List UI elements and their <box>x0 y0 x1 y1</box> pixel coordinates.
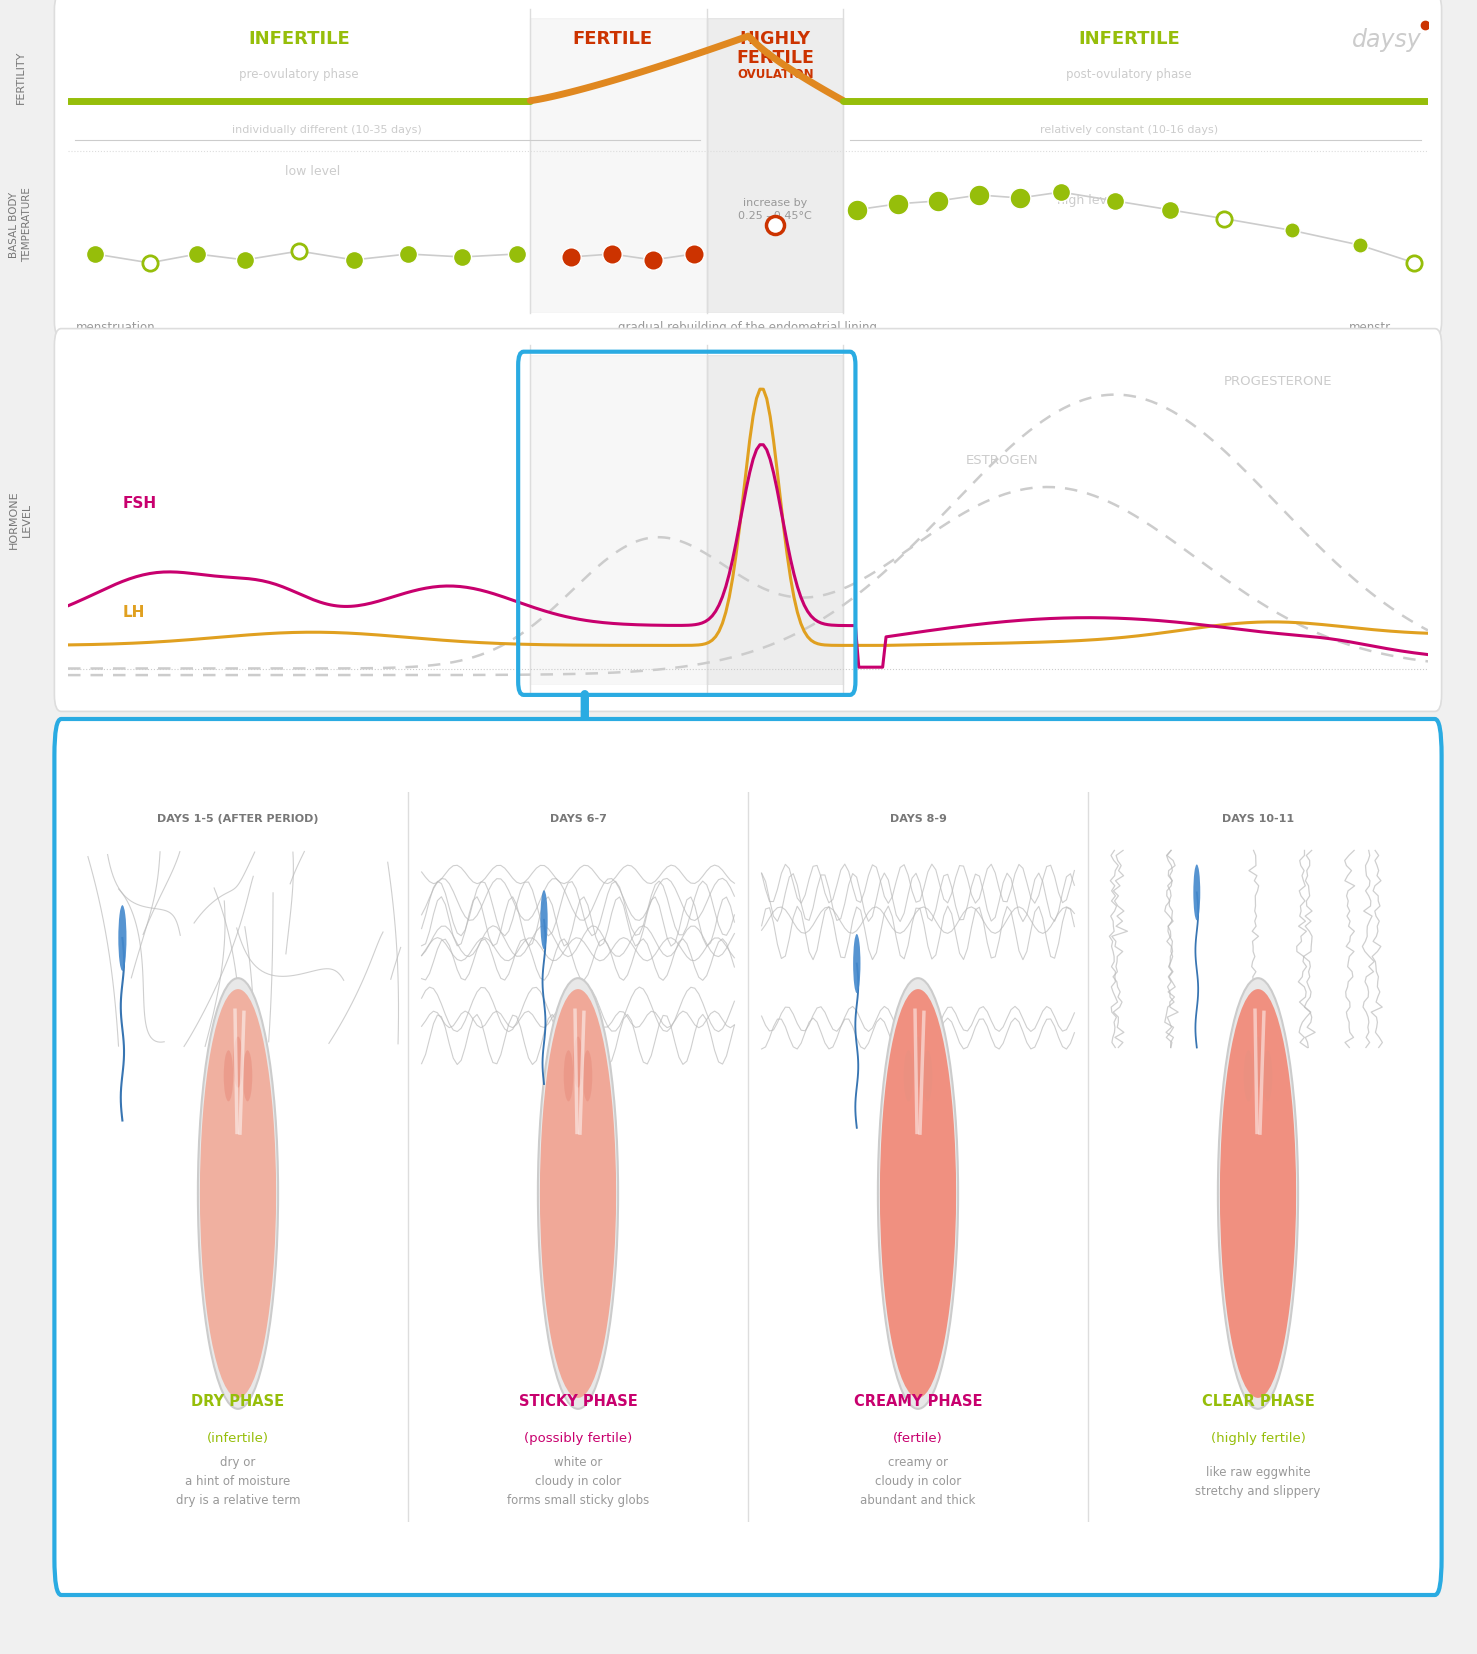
Circle shape <box>583 1050 592 1102</box>
Bar <box>707 356 843 685</box>
Text: (highly fertile): (highly fertile) <box>1211 1432 1306 1444</box>
Text: dry or
a hint of moisture
dry is a relative term: dry or a hint of moisture dry is a relat… <box>176 1457 300 1507</box>
FancyBboxPatch shape <box>55 329 1442 711</box>
Text: STICKY PHASE: STICKY PHASE <box>518 1394 638 1409</box>
Text: daysy: daysy <box>1351 28 1421 53</box>
Text: pre-ovulatory phase: pre-ovulatory phase <box>239 68 359 81</box>
Circle shape <box>198 978 278 1409</box>
Text: white or
cloudy in color
forms small sticky globs: white or cloudy in color forms small sti… <box>507 1457 648 1507</box>
Bar <box>530 356 707 685</box>
Text: post-ovulatory phase: post-ovulatory phase <box>1066 68 1192 81</box>
Text: menstr.: menstr. <box>1350 321 1394 334</box>
Text: FERTILE: FERTILE <box>572 30 651 48</box>
Circle shape <box>1254 1037 1263 1088</box>
Circle shape <box>242 1050 253 1102</box>
Text: (infertile): (infertile) <box>207 1432 269 1444</box>
Ellipse shape <box>541 890 548 949</box>
FancyBboxPatch shape <box>55 0 1442 337</box>
Text: individually different (10-35 days): individually different (10-35 days) <box>232 126 421 136</box>
Text: DAYS 1-5 (AFTER PERIOD): DAYS 1-5 (AFTER PERIOD) <box>157 814 319 824</box>
Text: INFERTILE: INFERTILE <box>248 30 350 48</box>
Text: FERTILITY: FERTILITY <box>15 50 25 104</box>
Text: gradual rebuilding of the endometrial lining: gradual rebuilding of the endometrial li… <box>619 321 877 334</box>
FancyBboxPatch shape <box>55 719 1442 1594</box>
Text: low level: low level <box>285 165 340 179</box>
Ellipse shape <box>1193 865 1201 920</box>
Text: LH: LH <box>123 605 145 620</box>
Circle shape <box>538 978 617 1409</box>
Text: OVULATION: OVULATION <box>737 68 814 81</box>
Circle shape <box>923 1050 932 1102</box>
Text: relatively constant (10-16 days): relatively constant (10-16 days) <box>1040 126 1219 136</box>
Circle shape <box>880 989 956 1398</box>
Text: HIGHLY: HIGHLY <box>740 30 811 48</box>
Circle shape <box>233 1037 242 1088</box>
Text: increase by
0.25 - 0.45°C: increase by 0.25 - 0.45°C <box>738 198 812 222</box>
Circle shape <box>1244 1050 1254 1102</box>
Circle shape <box>1220 989 1297 1398</box>
Text: ESTROGEN: ESTROGEN <box>966 455 1038 466</box>
Text: FSH: FSH <box>123 496 157 511</box>
Text: DRY PHASE: DRY PHASE <box>192 1394 285 1409</box>
Text: BASAL BODY
TEMPERATURE: BASAL BODY TEMPERATURE <box>9 187 32 261</box>
Circle shape <box>541 989 616 1398</box>
Text: DAYS 8-9: DAYS 8-9 <box>889 814 947 824</box>
Circle shape <box>573 1037 583 1088</box>
Circle shape <box>913 1037 923 1088</box>
Text: DAYS 10-11: DAYS 10-11 <box>1221 814 1294 824</box>
Circle shape <box>1219 978 1298 1409</box>
Text: DAYS 6-7: DAYS 6-7 <box>549 814 607 824</box>
Text: HORMONE
LEVEL: HORMONE LEVEL <box>9 491 32 549</box>
Text: FERTILE: FERTILE <box>736 50 814 66</box>
Circle shape <box>904 1050 913 1102</box>
Ellipse shape <box>118 905 127 971</box>
Circle shape <box>223 1050 233 1102</box>
Ellipse shape <box>854 935 861 992</box>
Text: CLEAR PHASE: CLEAR PHASE <box>1202 1394 1315 1409</box>
Circle shape <box>199 989 276 1398</box>
Bar <box>707 18 843 313</box>
Text: high level: high level <box>1058 195 1118 207</box>
Bar <box>530 18 707 313</box>
Text: creamy or
cloudy in color
abundant and thick: creamy or cloudy in color abundant and t… <box>860 1457 976 1507</box>
Text: menstruation: menstruation <box>75 321 155 334</box>
Text: INFERTILE: INFERTILE <box>1078 30 1180 48</box>
Circle shape <box>564 1050 573 1102</box>
Circle shape <box>877 978 959 1409</box>
Text: CERVICAL MUCUS: CERVICAL MUCUS <box>747 769 886 782</box>
Circle shape <box>1263 1050 1272 1102</box>
Text: CREAMY PHASE: CREAMY PHASE <box>854 1394 982 1409</box>
Text: (possibly fertile): (possibly fertile) <box>524 1432 632 1444</box>
Text: PROGESTERONE: PROGESTERONE <box>1224 375 1332 389</box>
Text: like raw eggwhite
stretchy and slippery: like raw eggwhite stretchy and slippery <box>1195 1465 1320 1499</box>
Text: (fertile): (fertile) <box>894 1432 942 1444</box>
